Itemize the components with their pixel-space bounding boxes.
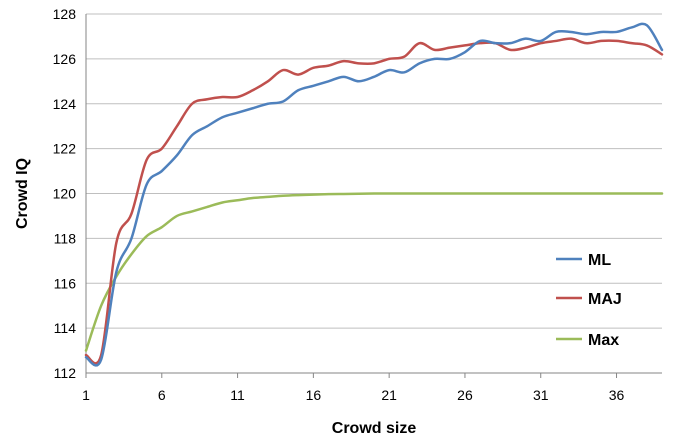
- x-tick-label: 11: [230, 387, 245, 403]
- y-tick-label: 116: [54, 275, 77, 291]
- y-axis-title: Crowd IQ: [14, 158, 31, 229]
- y-tick-label: 112: [54, 365, 77, 381]
- series-line-max: [84, 192, 664, 352]
- y-tick-label: 128: [53, 6, 77, 22]
- y-tick-label: 114: [54, 320, 77, 336]
- x-tick-label: 21: [381, 387, 397, 403]
- series-line-ml: [84, 22, 664, 367]
- x-tick-label: 26: [457, 387, 473, 403]
- legend-label-maj: MAJ: [588, 291, 622, 308]
- y-tick-label: 124: [53, 96, 77, 112]
- y-tick-labels: 112 114 116 118 120 122 124 126 128: [53, 6, 77, 381]
- x-tick-label: 36: [609, 387, 625, 403]
- x-tick-label: 16: [306, 387, 322, 403]
- x-axis-title: Crowd size: [332, 420, 417, 437]
- legend-label-max: Max: [588, 332, 619, 349]
- legend-label-ml: ML: [588, 252, 611, 269]
- x-tick-label: 1: [82, 387, 90, 403]
- legend: ML MAJ Max: [556, 252, 622, 349]
- y-tick-label: 126: [53, 51, 77, 67]
- y-tick-label: 120: [53, 186, 77, 202]
- x-tick-label: 31: [533, 387, 549, 403]
- gridlines: [86, 13, 662, 329]
- axes: [85, 14, 662, 378]
- series-line-maj: [84, 37, 664, 365]
- x-tick-label: 6: [158, 387, 166, 403]
- x-tick-labels: 1 6 11 16 21 26 31 36: [82, 387, 624, 403]
- y-tick-label: 118: [54, 230, 77, 246]
- series-lines: [84, 22, 664, 367]
- y-tick-label: 122: [53, 141, 77, 157]
